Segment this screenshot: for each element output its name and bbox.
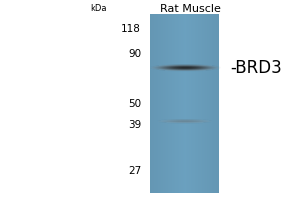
Text: 39: 39 [128, 120, 141, 130]
Text: 50: 50 [128, 99, 141, 109]
Text: 27: 27 [128, 166, 141, 176]
Text: kDa: kDa [91, 4, 107, 13]
Text: -BRD3: -BRD3 [230, 59, 282, 77]
Text: 90: 90 [128, 49, 141, 59]
Text: 118: 118 [121, 24, 141, 34]
Text: Rat Muscle: Rat Muscle [160, 4, 220, 14]
